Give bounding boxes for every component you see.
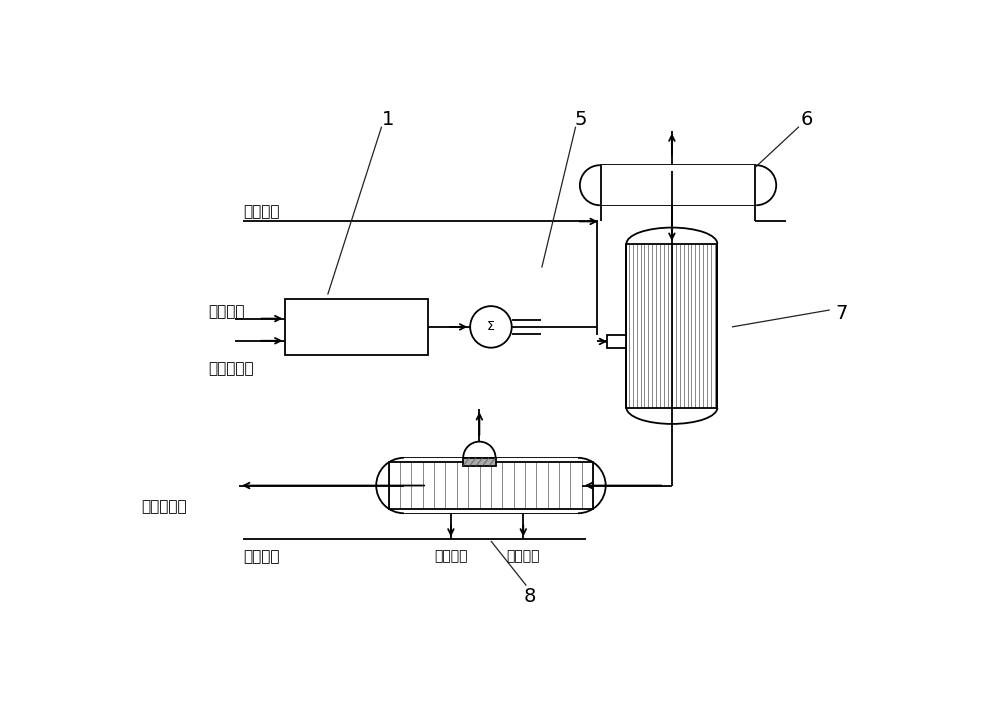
Bar: [607, 335, 626, 349]
Bar: [463, 458, 496, 465]
Text: 硫磺收集: 硫磺收集: [434, 549, 468, 563]
Bar: [285, 299, 428, 354]
Text: 8: 8: [523, 587, 536, 606]
Text: 克劳斯气: 克劳斯气: [208, 304, 245, 319]
Text: 锅炉给水: 锅炉给水: [243, 204, 280, 219]
Text: 5: 5: [574, 110, 587, 129]
Bar: [600, 165, 756, 205]
Text: 氧气或空气: 氧气或空气: [208, 361, 254, 376]
Text: 后工序处理: 后工序处理: [141, 500, 187, 515]
Bar: [389, 462, 593, 509]
Text: 6: 6: [800, 110, 813, 129]
Text: 1: 1: [382, 110, 394, 129]
Bar: [404, 458, 578, 513]
Text: Σ: Σ: [487, 321, 495, 333]
Bar: [626, 244, 717, 408]
Text: 7: 7: [836, 304, 848, 323]
Text: 硫磺收集: 硫磺收集: [507, 549, 540, 563]
Text: 锅炉给水: 锅炉给水: [243, 549, 280, 564]
